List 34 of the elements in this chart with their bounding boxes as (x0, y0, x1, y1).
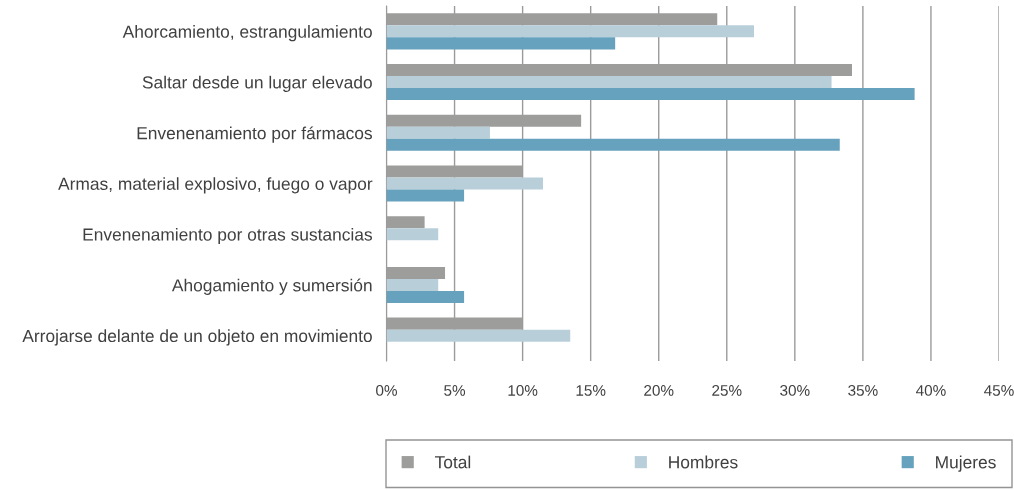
legend-label: Hombres (669, 455, 738, 469)
bar (386, 25, 754, 38)
x-tick-label: 30% (780, 385, 810, 396)
bar (386, 76, 832, 89)
legend-label: Total (435, 455, 471, 469)
x-tick-label: 5% (444, 385, 466, 396)
bar (386, 138, 840, 151)
bar (386, 216, 425, 229)
x-tick-label: 0% (376, 385, 397, 396)
legend-label: Mujeres (936, 455, 996, 472)
y-tick-label: Envenenamiento por otras sustancias (83, 227, 372, 245)
y-tick-label: Ahorcamiento, estrangulamiento (122, 25, 372, 42)
bar (386, 228, 439, 241)
y-tick-label: Envenenamiento por fármacos (137, 126, 372, 143)
bar (386, 329, 571, 342)
bar (386, 290, 465, 303)
y-tick-label: Armas, material explosivo, fuego o vapor (58, 177, 373, 194)
x-tick-label: 15% (576, 385, 606, 396)
bar (386, 37, 616, 50)
y-tick-label: Saltar desde un lugar elevado (142, 75, 372, 92)
x-tick-label: 40% (916, 385, 946, 396)
x-tick-label: 45% (984, 385, 1014, 396)
bar (386, 126, 490, 139)
bar (386, 88, 915, 101)
x-tick-label: 10% (508, 385, 538, 396)
y-tick-label: Arrojarse delante de un objeto en movimiento (22, 329, 372, 346)
x-tick-label: 20% (644, 385, 674, 396)
bar (386, 278, 439, 291)
x-tick-label: 25% (712, 385, 742, 396)
bar (386, 189, 465, 202)
x-tick-label: 35% (848, 385, 878, 396)
bar (386, 266, 446, 279)
bar (386, 177, 544, 190)
y-tick-label: Ahogamiento y sumersión (171, 278, 372, 295)
